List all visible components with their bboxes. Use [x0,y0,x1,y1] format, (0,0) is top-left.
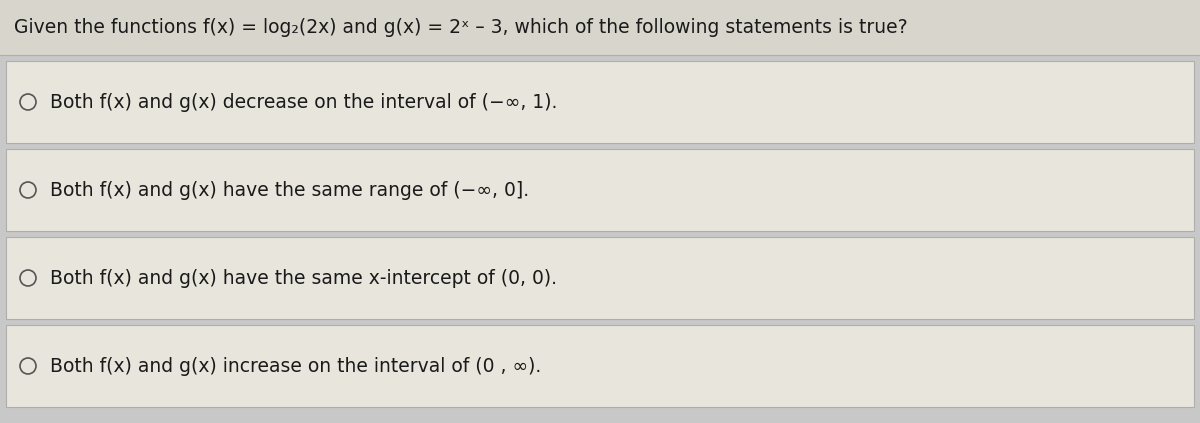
FancyBboxPatch shape [6,61,1194,143]
FancyBboxPatch shape [6,237,1194,319]
FancyBboxPatch shape [0,0,1200,55]
FancyBboxPatch shape [6,325,1194,407]
Text: Both f(x) and g(x) increase on the interval of (0 , ∞).: Both f(x) and g(x) increase on the inter… [50,357,541,376]
Text: Both f(x) and g(x) have the same range of (−∞, 0].: Both f(x) and g(x) have the same range o… [50,181,529,200]
Text: Given the functions f(x) = log₂(2x) and g(x) = 2ˣ – 3, which of the following st: Given the functions f(x) = log₂(2x) and … [14,18,907,37]
Text: Both f(x) and g(x) have the same x-intercept of (0, 0).: Both f(x) and g(x) have the same x-inter… [50,269,557,288]
Text: Both f(x) and g(x) decrease on the interval of (−∞, 1).: Both f(x) and g(x) decrease on the inter… [50,93,557,112]
FancyBboxPatch shape [6,149,1194,231]
